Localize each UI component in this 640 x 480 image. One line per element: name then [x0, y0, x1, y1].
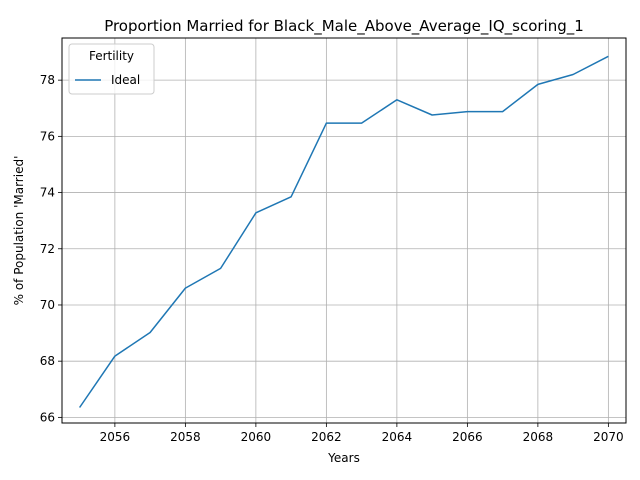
x-tick-label: 2062: [311, 430, 342, 444]
y-axis: 66 68 70 72 74 76 78: [40, 73, 62, 424]
legend-title: Fertility: [89, 49, 134, 63]
x-tick-label: 2066: [452, 430, 483, 444]
legend-box: [68, 43, 155, 95]
series-line-ideal: [78, 55, 609, 408]
y-tick-label: 76: [40, 129, 55, 143]
x-tick-label: 2070: [593, 430, 624, 444]
y-tick-label: 66: [40, 410, 55, 424]
y-tick-label: 72: [40, 242, 55, 256]
x-tick-label: 2064: [382, 430, 413, 444]
x-axis-label: Years: [327, 451, 360, 465]
grid: [62, 38, 626, 423]
chart-title: Proportion Married for Black_Male_Above_…: [104, 17, 584, 36]
x-tick-label: 2060: [241, 430, 272, 444]
legend: Fertility Ideal: [68, 43, 155, 95]
y-tick-label: 68: [40, 354, 55, 368]
plot-area: [78, 55, 609, 408]
legend-label: Ideal: [111, 73, 140, 87]
y-axis-label: % of Population 'Married': [12, 156, 26, 306]
y-tick-label: 70: [40, 298, 55, 312]
x-axis: 2056 2058 2060 2062 2064 2066 2068 2070: [100, 423, 624, 444]
x-tick-label: 2056: [100, 430, 131, 444]
axes-frame: [61, 37, 627, 424]
y-tick-label: 74: [40, 186, 55, 200]
x-tick-label: 2068: [523, 430, 554, 444]
x-tick-label: 2058: [170, 430, 201, 444]
y-tick-label: 78: [40, 73, 55, 87]
